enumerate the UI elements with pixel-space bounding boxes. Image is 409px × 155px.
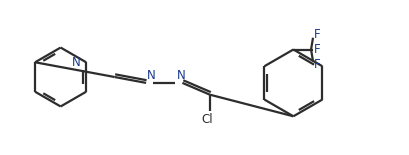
Text: F: F xyxy=(314,28,321,41)
Text: F: F xyxy=(314,43,321,56)
Text: Cl: Cl xyxy=(201,113,213,126)
Text: N: N xyxy=(72,56,80,69)
Text: N: N xyxy=(177,69,185,82)
Text: N: N xyxy=(147,69,156,82)
Text: F: F xyxy=(314,58,321,71)
